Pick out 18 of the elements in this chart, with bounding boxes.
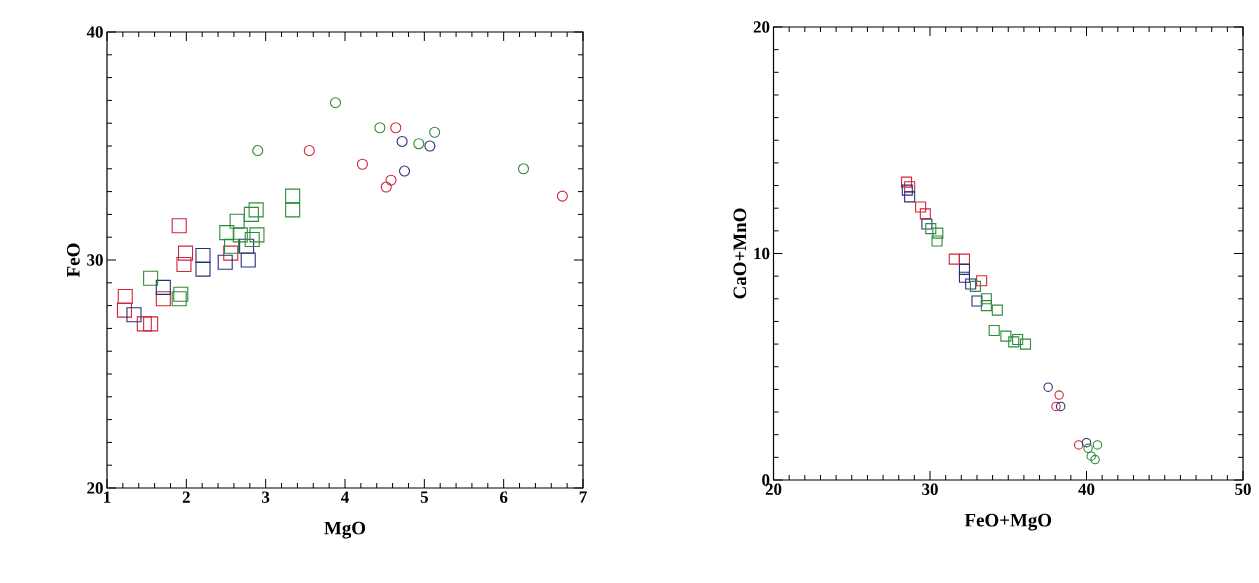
x-axis-title: MgO: [324, 521, 366, 539]
x-tick-label: 1: [104, 491, 111, 503]
x-tick-label: 6: [500, 491, 508, 503]
y-tick-label: 10: [754, 247, 770, 260]
x-tick-label: 5: [420, 491, 428, 503]
x-axis-title: FeO+MgO: [964, 513, 1052, 531]
y-axis-title: CaO+MnO: [733, 208, 747, 299]
y-tick-label: 20: [753, 21, 770, 33]
x-tick-label: 50: [1235, 483, 1251, 495]
y-tick-label: 30: [87, 254, 103, 266]
y-tick-label: 40: [86, 26, 103, 38]
y-axis-title: FeO: [66, 243, 80, 278]
x-tick-label: 7: [579, 491, 587, 503]
x-tick-label: 30: [922, 483, 938, 495]
x-tick-label: 3: [262, 491, 270, 503]
x-tick-label: 40: [1078, 483, 1095, 495]
x-tick-label: 2: [182, 491, 190, 503]
x-tick-label: 4: [341, 491, 349, 503]
